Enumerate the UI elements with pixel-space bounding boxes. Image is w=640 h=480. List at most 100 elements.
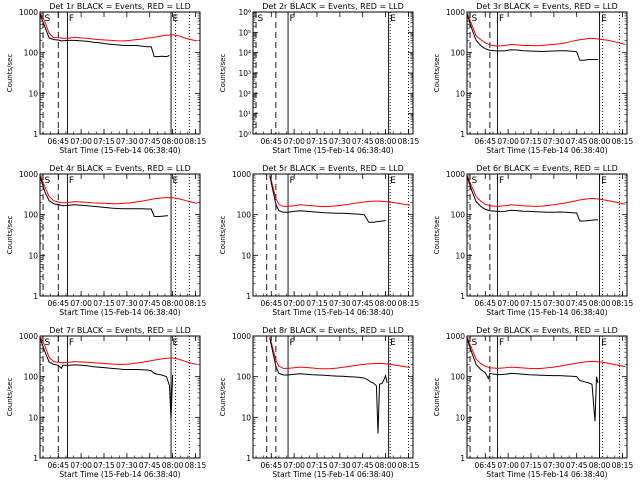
x-tick-label: 07:30 [543,299,565,308]
y-tick-label: 100 [24,373,39,382]
x-tick-label: 08:15 [612,461,634,470]
y-tick-label: 10 [28,251,38,260]
chart-title: Det 9r BLACK = Events, RED = LLD [476,326,618,335]
chart-panel-4: Det 4r BLACK = Events, RED = LLD Counts/s… [6,164,206,317]
x-tick-label: 08:15 [398,461,420,470]
marker-label: F [499,338,504,348]
marker-label: S [472,338,478,348]
chart-panel-8: Det 8r BLACK = Events, RED = LLD Counts/s… [219,326,419,479]
y-tick-label: 1 [460,454,465,463]
y-tick-label: 10³ [238,69,251,78]
x-tick-label: 06:45 [47,461,69,470]
chart-title: Det 5r BLACK = Events, RED = LLD [262,164,404,173]
marker-label: E [601,176,607,186]
x-tick-label: 07:45 [139,299,161,308]
chart-panel-1: Det 1r BLACK = Events, RED = LLD Counts/s… [6,2,206,155]
x-axis-label: Start Time (15-Feb-14 06:38:40) [59,308,180,317]
y-tick-label: 1000 [446,170,465,179]
x-tick-label: 08:00 [162,299,184,308]
chart-panel-7: Det 7r BLACK = Events, RED = LLD Counts/s… [6,326,206,479]
chart-title: Det 1r BLACK = Events, RED = LLD [49,2,191,11]
chart-title: Det 4r BLACK = Events, RED = LLD [49,164,191,173]
y-tick-label: 10 [241,413,251,422]
marker-label: E [601,338,607,348]
x-axis-label: Start Time (15-Feb-14 06:38:40) [59,146,180,155]
series-line-lld [467,336,626,370]
x-tick-label: 06:45 [260,299,282,308]
marker-label: E [390,14,396,24]
plot-frame [466,173,628,297]
series-line-events [269,175,386,223]
series-line-lld [269,336,411,370]
y-tick-label: 10¹ [238,110,251,119]
plot-frame [252,335,414,459]
x-tick-label: 07:45 [566,461,588,470]
y-tick-label: 100 [24,211,39,220]
marker-label: F [499,176,504,186]
chart-panel-5: Det 5r BLACK = Events, RED = LLD Counts/s… [219,164,419,317]
y-tick-label: 1 [246,292,251,301]
marker-label: F [69,338,74,348]
x-tick-label: 08:00 [589,299,611,308]
chart-title: Det 7r BLACK = Events, RED = LLD [49,326,191,335]
y-tick-label: 10⁰ [238,130,251,139]
series-line-events [40,175,169,217]
marker-label: S [45,14,51,24]
y-tick-label: 10 [28,89,38,98]
y-tick-label: 100 [237,211,252,220]
chart-panel-3: Det 3r BLACK = Events, RED = LLD Counts/s… [433,2,633,155]
x-axis-label: Start Time (15-Feb-14 06:38:40) [59,470,180,479]
plot-frame [466,335,628,459]
x-tick-label: 06:45 [474,137,496,146]
y-tick-label: 1 [460,130,465,139]
y-tick-label: 10 [241,251,251,260]
y-tick-label: 10 [455,89,465,98]
x-tick-label: 07:30 [543,461,565,470]
marker-label: E [390,338,396,348]
x-tick-label: 08:15 [185,299,207,308]
x-tick-label: 07:15 [520,299,542,308]
series-line-events [40,13,170,58]
marker-label: S [258,14,264,24]
x-tick-label: 07:00 [497,137,519,146]
chart-title: Det 6r BLACK = Events, RED = LLD [476,164,618,173]
x-tick-label: 08:15 [398,137,420,146]
x-tick-label: 07:00 [70,299,92,308]
y-tick-label: 1000 [232,170,251,179]
plot-frame [252,173,414,297]
y-tick-label: 100 [237,373,252,382]
x-tick-label: 07:15 [93,137,115,146]
y-axis-label: Counts/sec [6,54,14,93]
x-tick-label: 07:45 [566,137,588,146]
x-axis-label: Start Time (15-Feb-14 06:38:40) [486,470,607,479]
marker-label: S [472,14,478,24]
y-tick-label: 10 [28,413,38,422]
x-tick-label: 06:45 [47,137,69,146]
chart-panel-6: Det 6r BLACK = Events, RED = LLD Counts/s… [433,164,633,317]
x-tick-label: 08:00 [375,461,397,470]
y-axis-label: Counts/sec [219,216,227,255]
chart-title: Det 2r BLACK = Events, RED = LLD [262,2,404,11]
x-tick-label: 07:15 [520,461,542,470]
x-tick-label: 08:00 [162,137,184,146]
x-tick-label: 06:45 [47,299,69,308]
chart-title: Det 8r BLACK = Events, RED = LLD [262,326,404,335]
y-tick-label: 10 [455,251,465,260]
series-line-lld [467,12,626,47]
plot-frame [39,11,201,135]
x-axis-label: Start Time (15-Feb-14 06:38:40) [272,470,393,479]
y-axis-label: Counts/sec [433,216,441,255]
series-line-events [467,337,599,422]
y-tick-label: 10² [238,89,251,98]
x-axis-label: Start Time (15-Feb-14 06:38:40) [272,308,393,317]
y-tick-label: 100 [451,373,466,382]
y-tick-label: 1 [33,454,38,463]
y-tick-label: 1000 [19,332,38,341]
y-tick-label: 1000 [446,332,465,341]
marker-label: E [390,176,396,186]
y-axis-label: Counts/sec [6,378,14,417]
x-tick-label: 07:00 [283,461,305,470]
series-line-lld [467,174,626,207]
y-tick-label: 1 [33,130,38,139]
y-axis-label: Counts/sec [6,216,14,255]
